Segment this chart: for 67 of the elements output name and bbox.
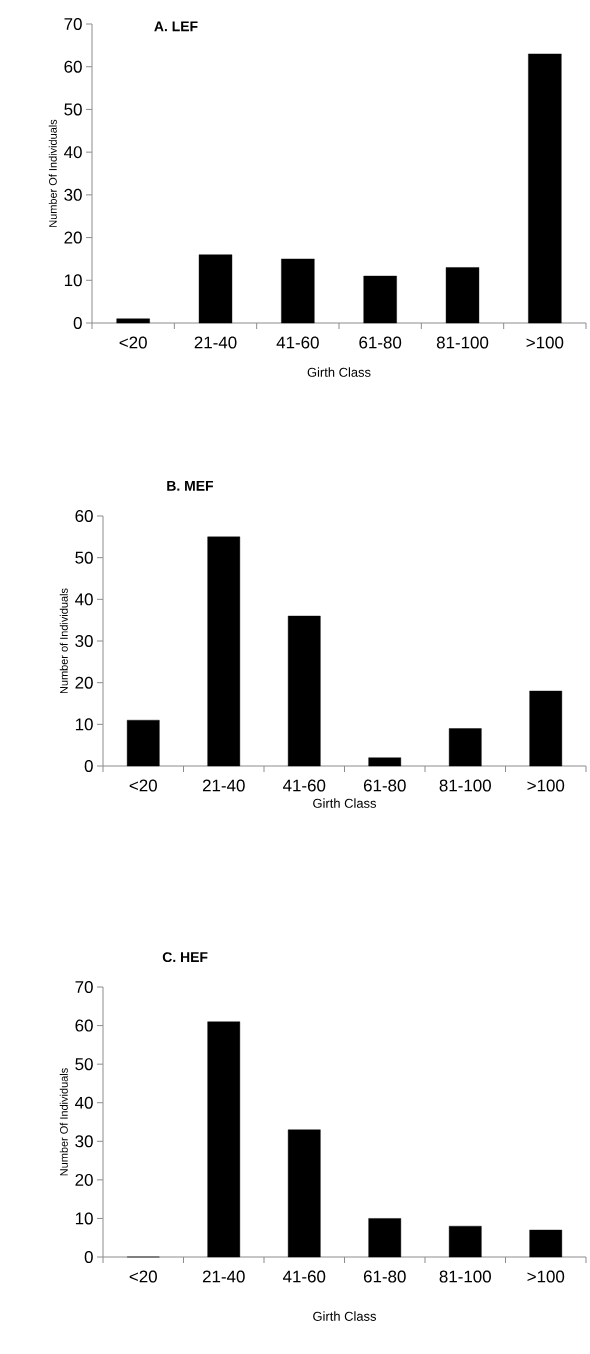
- bar: [363, 275, 397, 324]
- bar: [529, 1229, 563, 1258]
- x-tick-label: 61-80: [363, 779, 406, 792]
- x-axis-title: Girth Class: [313, 798, 377, 808]
- bar: [448, 1225, 482, 1258]
- y-tick-label: 60: [64, 60, 82, 73]
- x-tick-label: >100: [527, 1270, 565, 1283]
- y-axis-title: Number of Individuals: [59, 588, 68, 694]
- x-tick-label: 41-60: [282, 779, 326, 792]
- y-tick-label: 10: [75, 718, 93, 731]
- bar: [287, 1129, 321, 1258]
- x-axis-title: Girth Class: [313, 1311, 377, 1321]
- y-tick-label: 20: [75, 1173, 93, 1186]
- x-tick-label: <20: [129, 779, 157, 792]
- bar: [198, 254, 233, 324]
- x-tick-label: 81-100: [439, 1270, 491, 1283]
- bar: [207, 1021, 241, 1258]
- x-tick-label: <20: [129, 1270, 157, 1283]
- y-tick-label: 50: [75, 1058, 93, 1071]
- x-tick-label: 21-40: [194, 336, 237, 349]
- x-tick-label: <20: [119, 336, 147, 349]
- x-tick-label: 61-80: [363, 1270, 406, 1283]
- bar: [116, 318, 150, 324]
- x-tick-label: 41-60: [276, 336, 319, 349]
- bar: [287, 615, 321, 767]
- y-tick-label: 30: [64, 188, 82, 201]
- bar: [528, 53, 562, 324]
- y-tick-label: 60: [75, 510, 93, 523]
- chart-title: A. LEF: [154, 21, 198, 32]
- chart-title: B. MEF: [167, 481, 214, 491]
- bar: [281, 258, 315, 324]
- bar: [529, 690, 563, 767]
- x-tick-label: 81-100: [436, 336, 489, 349]
- y-tick-label: 30: [75, 635, 93, 648]
- y-tick-label: 10: [75, 1212, 93, 1225]
- y-tick-label: 70: [75, 981, 93, 994]
- bar: [126, 719, 160, 767]
- bar: [445, 267, 480, 324]
- y-tick-label: 20: [64, 231, 82, 244]
- x-tick-label: >100: [527, 779, 565, 792]
- x-tick-label: 41-60: [282, 1270, 326, 1283]
- y-tick-label: 50: [75, 551, 93, 564]
- y-tick-label: 0: [84, 760, 93, 773]
- x-axis-title: Girth Class: [307, 367, 371, 377]
- bar: [368, 1218, 402, 1258]
- y-tick-label: 10: [64, 274, 82, 287]
- y-tick-label: 30: [75, 1135, 93, 1148]
- x-tick-label: 81-100: [439, 779, 491, 792]
- bar: [368, 757, 402, 767]
- y-axis-title: Number Of Individuals: [59, 1068, 68, 1176]
- y-tick-label: 20: [75, 676, 93, 689]
- y-tick-label: 0: [84, 1251, 93, 1264]
- y-tick-label: 70: [64, 18, 82, 31]
- bar: [207, 536, 241, 767]
- chart-title: C. HEF: [162, 952, 208, 963]
- y-tick-label: 40: [75, 1096, 93, 1109]
- y-tick-label: 60: [75, 1019, 93, 1032]
- y-axis-title: Number Of Individuals: [48, 119, 57, 227]
- y-tick-label: 50: [64, 103, 82, 116]
- y-tick-label: 40: [75, 593, 93, 606]
- x-tick-label: 21-40: [202, 1270, 245, 1283]
- x-tick-label: 61-80: [359, 336, 402, 349]
- y-tick-label: 40: [64, 146, 82, 159]
- bar: [448, 728, 482, 767]
- x-tick-label: >100: [526, 336, 564, 349]
- y-tick-label: 0: [73, 317, 82, 330]
- x-tick-label: 21-40: [202, 779, 245, 792]
